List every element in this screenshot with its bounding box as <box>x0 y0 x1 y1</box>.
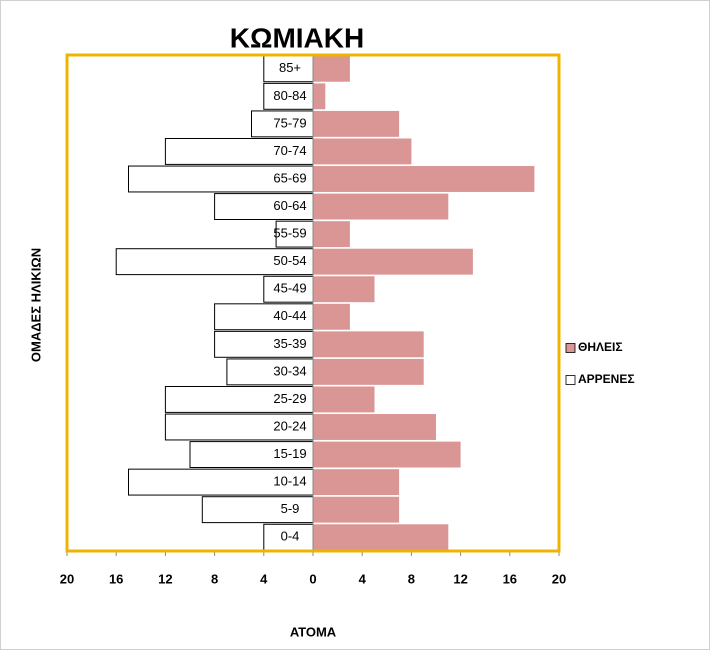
y-tick-label: 20-24 <box>273 418 306 433</box>
y-tick-label: 5-9 <box>281 501 300 516</box>
x-axis-label: ΑΤΟΜΑ <box>290 624 337 639</box>
bar <box>214 193 314 221</box>
y-tick-label: 40-44 <box>273 308 306 323</box>
legend-label: ΑΡΡΕΝΕΣ <box>578 372 635 386</box>
y-tick-label: 25-29 <box>273 391 306 406</box>
bar <box>263 82 314 110</box>
x-tick-label: 4 <box>260 571 268 586</box>
y-tick-label: 70-74 <box>273 143 306 158</box>
y-tick-label: 75-79 <box>273 115 306 130</box>
x-tick-label: 8 <box>408 571 415 586</box>
bar <box>313 221 350 248</box>
bar <box>313 276 375 303</box>
legend-swatch <box>565 343 576 353</box>
y-axis-label: ΟΜΑΔΕΣ ΗΛΙΚΙΩΝ <box>28 248 43 362</box>
plot-border <box>65 53 561 553</box>
x-tick-label: 16 <box>503 571 517 586</box>
bar <box>313 524 449 551</box>
bar <box>201 496 314 524</box>
bar <box>313 55 350 82</box>
bar <box>313 138 412 165</box>
x-tick-label: 20 <box>60 571 74 586</box>
bar <box>164 385 314 413</box>
y-tick-label: 65-69 <box>273 170 306 185</box>
legend-label: ΘΗΛΕΙΣ <box>578 340 623 354</box>
bar <box>275 220 314 248</box>
y-tick-label: 0-4 <box>281 529 300 544</box>
y-tick-label: 30-34 <box>273 363 306 378</box>
bar <box>313 166 535 192</box>
bar <box>214 303 314 331</box>
bar <box>313 248 473 275</box>
bar <box>313 469 400 496</box>
bar <box>214 330 314 358</box>
y-tick-label: 35-39 <box>273 336 306 351</box>
y-tick-label: 60-64 <box>273 198 306 213</box>
y-tick-label: 85+ <box>279 60 301 75</box>
y-tick-label: 50-54 <box>273 253 306 268</box>
x-tick-label: 12 <box>453 571 467 586</box>
bar <box>313 303 350 330</box>
y-tick-label: 55-59 <box>273 226 306 241</box>
y-tick-label: 80-84 <box>273 88 306 103</box>
bar <box>263 523 314 551</box>
bar <box>128 468 314 496</box>
x-tick-label: 20 <box>552 571 566 586</box>
bar <box>128 165 314 193</box>
x-tick-label: 0 <box>309 571 316 586</box>
bar <box>164 413 314 441</box>
bar <box>189 441 314 469</box>
x-tick-label: 12 <box>158 571 172 586</box>
y-tick-label: 15-19 <box>273 446 306 461</box>
bar <box>313 193 449 220</box>
chart-title: ΚΩΜΙΑΚΗ <box>230 22 364 53</box>
y-tick-label: 10-14 <box>273 474 306 489</box>
bar <box>313 386 375 413</box>
x-tick-label: 4 <box>359 571 367 586</box>
bar <box>313 496 400 523</box>
bar <box>164 137 314 165</box>
x-tick-label: 8 <box>211 571 218 586</box>
bar <box>313 358 424 385</box>
y-tick-label: 45-49 <box>273 281 306 296</box>
bar <box>313 331 424 358</box>
bar <box>313 83 326 110</box>
bar <box>263 275 314 303</box>
legend-swatch <box>565 375 576 385</box>
x-tick-label: 16 <box>109 571 123 586</box>
bar <box>313 441 461 468</box>
bar <box>251 110 314 138</box>
bar <box>313 414 436 440</box>
bar <box>313 110 400 137</box>
